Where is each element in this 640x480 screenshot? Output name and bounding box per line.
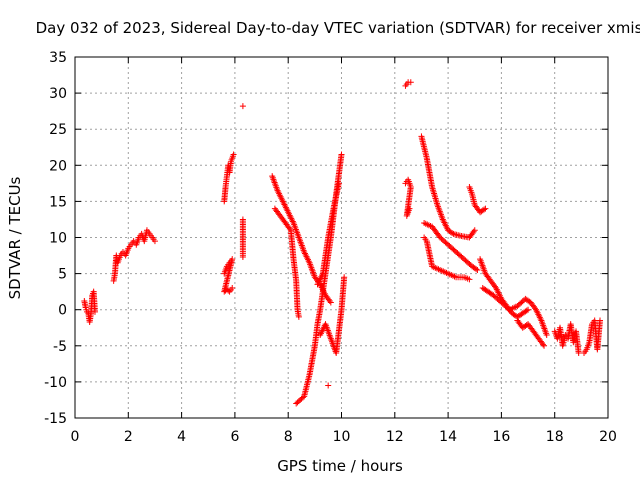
data-segment <box>325 382 332 389</box>
data-point <box>325 382 332 389</box>
x-tick-label: 16 <box>492 429 510 445</box>
data-point <box>327 299 334 306</box>
data-point <box>239 103 246 110</box>
data-point <box>575 350 582 357</box>
x-tick-label: 0 <box>71 429 80 445</box>
data-points <box>81 79 604 407</box>
data-point <box>286 225 293 232</box>
data-point <box>474 266 481 273</box>
x-tick-label: 14 <box>439 429 457 445</box>
y-tick-label: 10 <box>49 231 67 247</box>
data-segment <box>402 176 414 219</box>
data-point <box>482 205 489 212</box>
data-segment <box>110 227 158 284</box>
data-segment <box>314 180 342 288</box>
y-axis-label: SDTVAR / TECUs <box>6 176 24 299</box>
data-point <box>406 205 413 212</box>
data-segment <box>402 79 414 89</box>
data-segment <box>479 285 550 338</box>
data-segment <box>239 103 246 260</box>
data-point <box>326 298 333 305</box>
x-tick-label: 12 <box>386 429 404 445</box>
data-point <box>523 307 530 314</box>
x-tick-label: 20 <box>599 429 617 445</box>
data-point <box>525 306 532 313</box>
x-tick-label: 2 <box>124 429 133 445</box>
data-point <box>151 238 158 245</box>
data-point <box>91 308 98 315</box>
data-point <box>225 287 232 294</box>
data-point <box>473 266 480 273</box>
data-segment <box>466 183 489 216</box>
data-point <box>470 228 477 235</box>
x-tick-label: 18 <box>546 429 564 445</box>
data-point <box>541 342 548 349</box>
y-tick-label: 5 <box>58 267 67 283</box>
data-point <box>341 274 348 281</box>
data-segment <box>581 317 604 357</box>
x-tick-label: 4 <box>177 429 186 445</box>
data-segment <box>271 205 302 320</box>
y-tick-label: 35 <box>49 50 67 66</box>
data-segment <box>477 256 532 320</box>
data-point <box>539 341 546 348</box>
x-tick-label: 6 <box>230 429 239 445</box>
y-tick-label: -15 <box>44 411 67 427</box>
data-point <box>471 227 478 234</box>
y-tick-label: 15 <box>49 194 67 210</box>
data-segment <box>418 133 478 241</box>
y-tick-label: -5 <box>53 339 67 355</box>
y-tick-label: 0 <box>58 303 67 319</box>
data-point <box>449 229 456 236</box>
data-point <box>597 317 604 324</box>
data-point <box>229 285 236 292</box>
chart-title: Day 032 of 2023, Sidereal Day-to-day VTE… <box>36 19 640 37</box>
data-point <box>295 313 302 320</box>
data-segment <box>221 151 237 205</box>
data-point <box>543 331 550 338</box>
x-tick-label: 10 <box>333 429 351 445</box>
y-tick-label: -10 <box>44 375 67 391</box>
data-point <box>230 151 237 158</box>
y-tick-label: 20 <box>49 158 67 174</box>
axis-ticks: 0 2 4 6 8 10 12 14 16 18 20 -15 -10 -5 0 5 10 15 20 25 30 35 <box>44 50 617 445</box>
data-segment <box>551 321 582 357</box>
data-point <box>338 151 345 158</box>
data-segment <box>317 274 348 357</box>
x-axis-label: GPS time / hours <box>277 457 403 475</box>
data-segment <box>221 256 236 295</box>
y-tick-label: 25 <box>49 122 67 138</box>
data-segment <box>421 234 473 283</box>
data-point <box>239 253 246 260</box>
data-point <box>407 79 414 86</box>
data-point <box>481 206 488 213</box>
data-segment <box>514 317 548 349</box>
data-segment <box>421 220 481 273</box>
y-tick-label: 30 <box>49 86 67 102</box>
x-tick-label: 8 <box>284 429 293 445</box>
data-segment <box>81 288 98 325</box>
data-point <box>335 180 342 187</box>
data-point <box>466 276 473 283</box>
